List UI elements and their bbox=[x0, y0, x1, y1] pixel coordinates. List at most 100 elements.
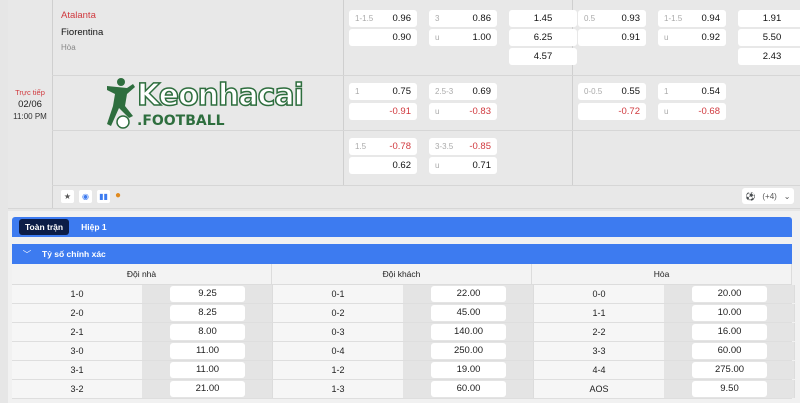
chevron-down-icon: ﹀ bbox=[22, 249, 32, 259]
more-markets-button[interactable]: ⚽ (+4) ⌄ bbox=[742, 188, 794, 204]
handicap-label: 3 bbox=[435, 14, 440, 23]
score-odds-button[interactable]: 60.00 bbox=[431, 381, 506, 397]
odds-button[interactable]: 1 0.75 bbox=[349, 83, 417, 100]
odds-button[interactable]: 1.5 -0.78 bbox=[349, 138, 417, 155]
home-team[interactable]: Atalanta bbox=[61, 10, 96, 21]
away-team[interactable]: Fiorentina bbox=[61, 27, 104, 38]
odds-value: 1.91 bbox=[762, 13, 782, 24]
handicap-label: 1.5 bbox=[355, 142, 367, 151]
table-row: 1-0 9.25 0-1 22.00 0-0 20.00 bbox=[12, 285, 795, 304]
odds-button[interactable]: 1-1.5 0.96 bbox=[349, 10, 417, 27]
score-cell: 4-4 275.00 bbox=[534, 361, 795, 379]
odds-button[interactable]: 0.62 bbox=[349, 157, 417, 174]
odds-value: -0.91 bbox=[389, 106, 411, 117]
eye-icon[interactable]: ◉ bbox=[79, 190, 92, 203]
odds-button[interactable]: 0.91 bbox=[578, 29, 646, 46]
odds-button[interactable]: 1-1.5 0.94 bbox=[658, 10, 726, 27]
score-odds-button[interactable]: 275.00 bbox=[692, 362, 767, 378]
handicap-label: 1-1.5 bbox=[355, 14, 374, 23]
score-label: 0-4 bbox=[331, 346, 345, 356]
score-cell: 0-1 22.00 bbox=[273, 285, 534, 303]
match-clock: 11:00 PM bbox=[13, 112, 47, 121]
chevron-double-down-icon: ⌄ bbox=[783, 191, 791, 201]
score-odds-button[interactable]: 20.00 bbox=[692, 286, 767, 302]
table-row: 3-0 11.00 0-4 250.00 3-3 60.00 bbox=[12, 342, 795, 361]
handicap-label: 2.5-3 bbox=[435, 87, 454, 96]
tab-full-match[interactable]: Toàn trận bbox=[19, 219, 70, 235]
column-header-home: Đội nhà bbox=[12, 264, 272, 284]
odds-button[interactable]: 3-3.5 -0.85 bbox=[429, 138, 497, 155]
odds-button[interactable]: 2.43 bbox=[738, 48, 800, 65]
star-icon[interactable]: ★ bbox=[61, 190, 74, 203]
score-cell: 0-2 45.00 bbox=[273, 304, 534, 322]
score-odds-button[interactable]: 250.00 bbox=[431, 343, 506, 359]
score-label: 1-2 bbox=[331, 365, 345, 375]
score-odds-button[interactable]: 8.25 bbox=[170, 305, 245, 321]
score-label: 3-1 bbox=[70, 365, 84, 375]
odds-value: 0.93 bbox=[621, 13, 641, 24]
column-header-draw: Hòa bbox=[532, 264, 792, 284]
handicap-label: 1 bbox=[355, 87, 360, 96]
section-title: Tỷ số chính xác bbox=[42, 249, 106, 259]
odds-button[interactable]: 0.5 0.93 bbox=[578, 10, 646, 27]
odds-value: 2.43 bbox=[762, 51, 782, 62]
score-label: 1-0 bbox=[70, 289, 84, 299]
score-cell: 0-0 20.00 bbox=[534, 285, 795, 303]
odds-value: -0.68 bbox=[698, 106, 720, 117]
odds-button[interactable]: u 1.00 bbox=[429, 29, 497, 46]
score-odds-button[interactable]: 22.00 bbox=[431, 286, 506, 302]
match-date: 02/06 bbox=[18, 99, 42, 110]
score-cell: 3-2 21.00 bbox=[12, 380, 273, 398]
table-row: 3-2 21.00 1-3 60.00 AOS 9.50 bbox=[12, 380, 795, 399]
coin-icon[interactable]: ● bbox=[115, 190, 122, 201]
score-odds-button[interactable]: 19.00 bbox=[431, 362, 506, 378]
score-odds-button[interactable]: 9.50 bbox=[692, 381, 767, 397]
tab-first-half[interactable]: Hiệp 1 bbox=[81, 222, 107, 232]
score-odds-button[interactable]: 45.00 bbox=[431, 305, 506, 321]
score-cell: 1-1 10.00 bbox=[534, 304, 795, 322]
odds-value: 0.90 bbox=[392, 32, 412, 43]
odds-button[interactable]: 2.5-3 0.69 bbox=[429, 83, 497, 100]
soccer-ball-icon: ⚽ bbox=[745, 191, 756, 201]
watermark-logo: Keonhacai .FOOTBALL bbox=[97, 76, 322, 132]
score-odds-button[interactable]: 11.00 bbox=[170, 343, 245, 359]
odds-button[interactable]: -0.72 bbox=[578, 103, 646, 120]
handicap-label: u bbox=[664, 107, 669, 116]
odds-button[interactable]: 0-0.5 0.55 bbox=[578, 83, 646, 100]
odds-button[interactable]: u 0.92 bbox=[658, 29, 726, 46]
correct-score-table: Đội nhà Đội khách Hòa 1-0 9.25 0-1 22.00 0-0… bbox=[12, 264, 795, 399]
score-odds-button[interactable]: 9.25 bbox=[170, 286, 245, 302]
odds-button[interactable]: 0.90 bbox=[349, 29, 417, 46]
section-correct-score[interactable]: ﹀ Tỷ số chính xác bbox=[12, 244, 792, 264]
handicap-label: 0.5 bbox=[584, 14, 596, 23]
odds-value: 6.25 bbox=[533, 32, 553, 43]
more-markets-count: (+4) bbox=[762, 191, 777, 201]
score-odds-button[interactable]: 21.00 bbox=[170, 381, 245, 397]
score-odds-button[interactable]: 10.00 bbox=[692, 305, 767, 321]
score-cell: 2-2 16.00 bbox=[534, 323, 795, 341]
odds-button[interactable]: 6.25 bbox=[509, 29, 577, 46]
odds-button[interactable]: 1.45 bbox=[509, 10, 577, 27]
odds-button[interactable]: -0.91 bbox=[349, 103, 417, 120]
score-odds-button[interactable]: 8.00 bbox=[170, 324, 245, 340]
odds-button[interactable]: u -0.83 bbox=[429, 103, 497, 120]
markets-panel: Toàn trận Hiệp 1 ﹀ Tỷ số chính xác Đội n… bbox=[8, 211, 800, 403]
odds-button[interactable]: u -0.68 bbox=[658, 103, 726, 120]
odds-button[interactable]: 1.91 bbox=[738, 10, 800, 27]
score-label: 2-1 bbox=[70, 327, 84, 337]
odds-button[interactable]: 3 0.86 bbox=[429, 10, 497, 27]
odds-button[interactable]: 1 0.54 bbox=[658, 83, 726, 100]
odds-button[interactable]: 5.50 bbox=[738, 29, 800, 46]
stats-icon[interactable]: ▮▮ bbox=[97, 190, 110, 203]
score-odds-button[interactable]: 16.00 bbox=[692, 324, 767, 340]
odds-button[interactable]: 4.57 bbox=[509, 48, 577, 65]
score-label: 1-3 bbox=[331, 384, 345, 394]
score-label: 4-4 bbox=[592, 365, 606, 375]
score-odds-button[interactable]: 140.00 bbox=[431, 324, 506, 340]
odds-value: 0.96 bbox=[392, 13, 412, 24]
score-odds-button[interactable]: 11.00 bbox=[170, 362, 245, 378]
odds-button[interactable]: u 0.71 bbox=[429, 157, 497, 174]
score-label: 3-0 bbox=[70, 346, 84, 356]
column-header-away: Đội khách bbox=[272, 264, 532, 284]
score-odds-button[interactable]: 60.00 bbox=[692, 343, 767, 359]
